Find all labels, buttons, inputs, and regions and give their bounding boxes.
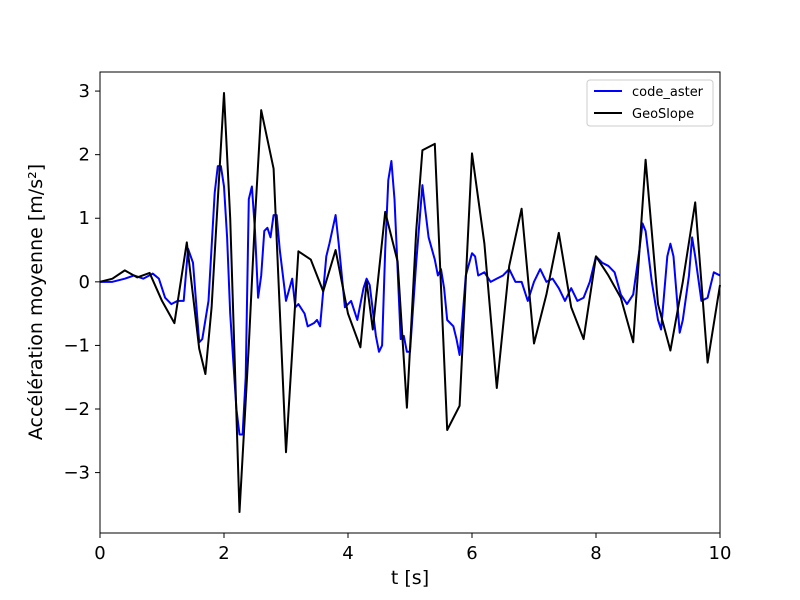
y-tick-label: 0: [79, 272, 90, 293]
x-tick-label: 8: [590, 543, 601, 564]
x-tick-label: 10: [709, 543, 732, 564]
x-tick-label: 0: [94, 543, 105, 564]
y-tick-label: 3: [79, 81, 90, 102]
y-tick-label: −2: [63, 399, 90, 420]
x-tick-label: 2: [218, 543, 229, 564]
y-tick-label: −3: [63, 463, 90, 484]
y-tick-label: −1: [63, 335, 90, 356]
legend-label-geoslope: GeoSlope: [632, 107, 694, 122]
y-axis-label: Accélération moyenne [m/s²]: [25, 164, 47, 440]
y-tick-label: 2: [79, 145, 90, 166]
legend-label-code-aster: code_aster: [632, 85, 704, 100]
x-axis-label: t [s]: [391, 567, 429, 589]
legend: code_aster GeoSlope: [586, 79, 714, 127]
x-tick-label: 4: [342, 543, 353, 564]
ticks-layer: 0 2 4 6 8 10 −3 −2 −1 0 1 2 3: [63, 81, 731, 564]
series-layer: [99, 91, 721, 514]
plot-frame: [99, 71, 721, 534]
x-tick-label: 6: [466, 543, 477, 564]
y-tick-label: 1: [79, 208, 90, 229]
series-line-geoslope: [99, 91, 721, 514]
